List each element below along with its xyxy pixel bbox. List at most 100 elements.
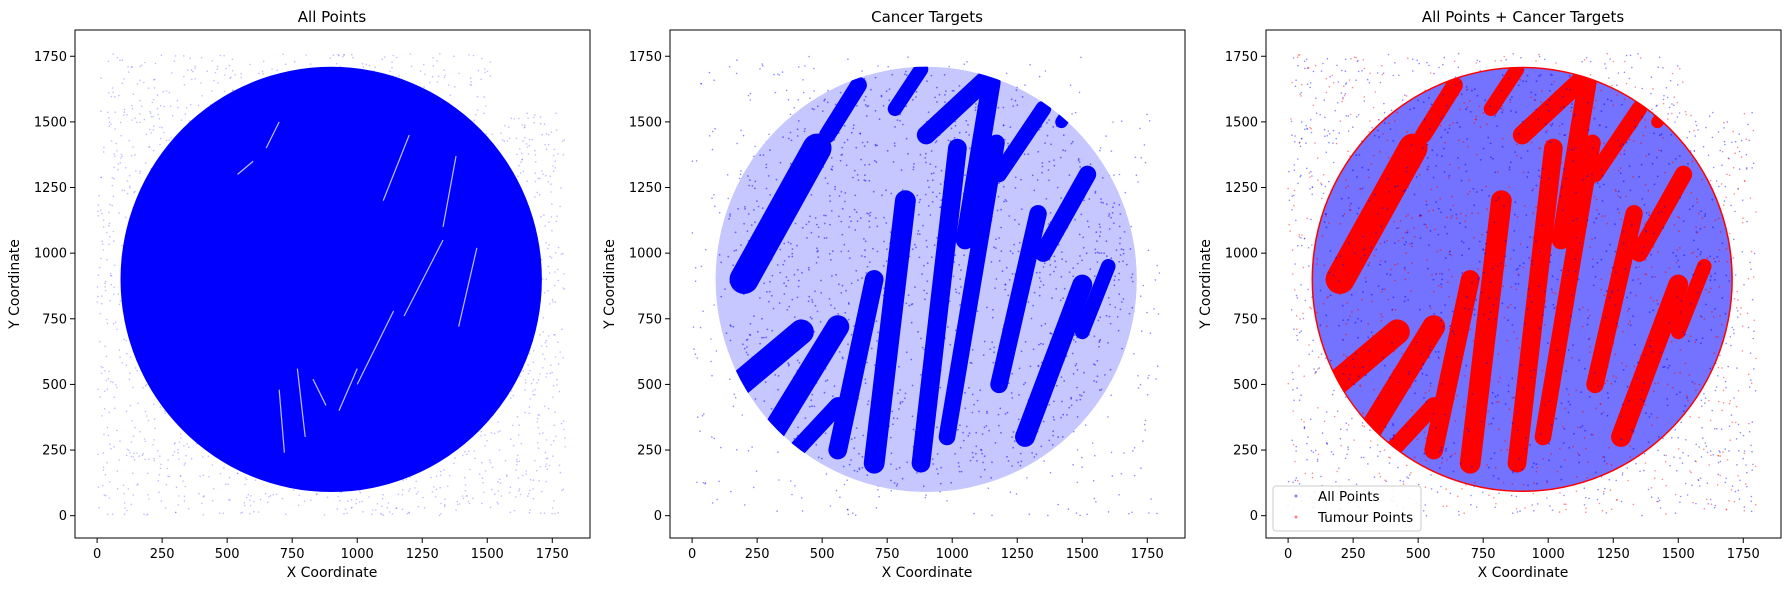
scatter-point [1410, 290, 1412, 293]
scatter-point [982, 461, 984, 464]
scatter-point [1027, 301, 1030, 303]
scatter-point [1113, 202, 1116, 205]
scatter-point [1095, 381, 1098, 383]
scatter-point [854, 345, 857, 348]
scatter-point [921, 346, 924, 349]
scatter-point [1086, 281, 1089, 284]
scatter-point [864, 378, 867, 381]
scatter-point [1591, 238, 1593, 241]
scatter-point [119, 59, 121, 61]
scatter-point [1471, 281, 1473, 284]
scatter-point [761, 317, 763, 320]
scatter-point [1454, 419, 1457, 422]
scatter-point [968, 134, 971, 136]
scatter-point [1410, 217, 1413, 219]
scatter-point [847, 250, 850, 253]
scatter-point [143, 118, 146, 121]
scatter-point [1377, 129, 1379, 132]
scatter-point [1501, 105, 1504, 108]
scatter-point [1036, 179, 1039, 181]
scatter-point [529, 489, 531, 492]
scatter-point [97, 204, 100, 206]
scatter-point [972, 148, 975, 151]
scatter-point [1628, 399, 1630, 402]
scatter-point [146, 513, 149, 516]
scatter-point [1459, 126, 1461, 128]
scatter-point [241, 511, 243, 514]
scatter-point [1354, 249, 1357, 252]
scatter-point [861, 323, 864, 326]
scatter-point [97, 210, 99, 213]
scatter-point [106, 231, 108, 234]
scatter-point [1497, 380, 1500, 383]
scatter-point [121, 189, 123, 191]
scatter-point [160, 500, 163, 502]
scatter-point [157, 480, 160, 482]
scatter-point [1676, 296, 1679, 299]
scatter-point [756, 200, 758, 203]
scatter-point [998, 237, 1001, 239]
scatter-point [1638, 176, 1641, 178]
scatter-point [958, 292, 961, 295]
scatter-point [556, 384, 558, 386]
scatter-point [896, 392, 899, 395]
scatter-point [761, 63, 763, 65]
scatter-point [483, 491, 485, 494]
scatter-point [889, 436, 892, 439]
scatter-point [868, 163, 871, 166]
scatter-point [524, 411, 526, 414]
scatter-point [885, 189, 887, 192]
scatter-point [1699, 275, 1702, 278]
scatter-point [417, 491, 419, 493]
tumour-band [1483, 62, 1525, 117]
scatter-point [408, 511, 410, 514]
scatter-point [994, 287, 996, 289]
scatter-point [1605, 290, 1608, 292]
scatter-point [127, 488, 130, 490]
scatter-point [1098, 235, 1101, 238]
dense-point-disk [120, 66, 542, 493]
scatter-point [1641, 252, 1644, 254]
scatter-point [214, 71, 217, 74]
scatter-point [342, 55, 344, 58]
scatter-point [1553, 307, 1556, 310]
scatter-point [1342, 264, 1345, 266]
scatter-point [1461, 272, 1464, 274]
scatter-point [852, 512, 854, 514]
scatter-point [1393, 436, 1396, 439]
scatter-point [162, 90, 164, 93]
scatter-point [1154, 279, 1157, 281]
scatter-point [509, 486, 512, 489]
scatter-point [1651, 276, 1654, 278]
scatter-point [1435, 165, 1438, 167]
scatter-point [703, 413, 705, 415]
scatter-point [554, 167, 556, 169]
scatter-point [713, 194, 715, 196]
scatter-point [1075, 512, 1078, 514]
scatter-point [550, 364, 552, 367]
scatter-point [857, 279, 859, 281]
scatter-point [970, 203, 973, 206]
scatter-point [797, 348, 800, 351]
scatter-point [805, 223, 808, 226]
scatter-point [911, 384, 914, 387]
scatter-point [1382, 356, 1384, 359]
scatter-point [112, 53, 114, 55]
scatter-point [1520, 157, 1523, 159]
scatter-point [1035, 271, 1038, 274]
scatter-point [748, 285, 751, 288]
scatter-point [374, 66, 377, 68]
scatter-point [1492, 157, 1494, 160]
scatter-point [1408, 373, 1410, 376]
scatter-point [145, 514, 148, 516]
scatter-point [906, 461, 908, 464]
scatter-disk [670, 30, 1185, 538]
scatter-point [1436, 250, 1439, 253]
scatter-point [515, 469, 517, 471]
scatter-point [115, 384, 117, 386]
scatter-point [1440, 283, 1443, 286]
scatter-point [895, 204, 897, 206]
scatter-point [316, 493, 318, 496]
scatter-point [786, 309, 789, 311]
scatter-point [136, 484, 138, 486]
